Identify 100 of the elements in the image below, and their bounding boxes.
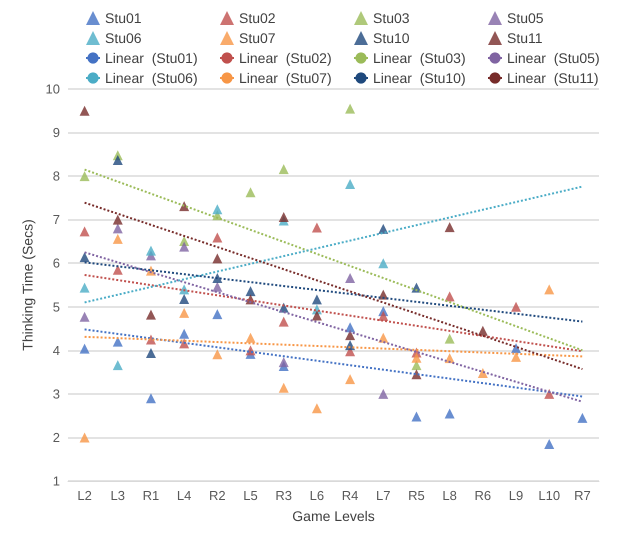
point xyxy=(146,348,156,358)
legend-label: Stu10 xyxy=(373,30,410,46)
point xyxy=(278,382,289,393)
y-tick-label: 7 xyxy=(52,212,60,228)
point xyxy=(246,187,256,198)
legend-label: Stu06 xyxy=(105,30,142,46)
point xyxy=(312,222,322,233)
point xyxy=(378,388,388,399)
point xyxy=(80,312,90,322)
y-tick-label: 4 xyxy=(52,342,60,358)
x-tick-label: R1 xyxy=(142,488,160,503)
point xyxy=(212,349,222,360)
point xyxy=(544,388,554,399)
point xyxy=(312,294,322,304)
point xyxy=(246,332,256,343)
point xyxy=(312,310,322,320)
point xyxy=(444,408,455,418)
point xyxy=(212,309,222,320)
legend-label: Stu01 xyxy=(105,10,142,26)
point xyxy=(544,438,554,449)
y-tick-label: 3 xyxy=(52,386,60,402)
legend-label: Stu03 xyxy=(373,10,410,26)
point xyxy=(212,232,222,243)
legend-label: Linear (Stu10) xyxy=(373,70,466,86)
point xyxy=(544,284,554,294)
point xyxy=(478,368,488,378)
point xyxy=(278,316,289,327)
point xyxy=(146,393,156,404)
point xyxy=(246,286,256,296)
legend-label: Linear (Stu07) xyxy=(239,70,332,86)
point xyxy=(444,291,455,302)
point xyxy=(179,284,190,294)
point xyxy=(345,273,356,284)
y-tick-label: 2 xyxy=(52,430,60,445)
point xyxy=(80,252,90,262)
x-tick-label: R7 xyxy=(574,488,591,503)
point xyxy=(80,344,90,354)
x-tick-label: L5 xyxy=(243,488,258,503)
point xyxy=(112,336,123,347)
point xyxy=(345,178,356,189)
point xyxy=(80,432,90,442)
x-tick-label: L7 xyxy=(376,488,391,503)
point xyxy=(80,226,90,236)
point xyxy=(212,204,222,214)
legend-label: Linear (Stu03) xyxy=(373,50,466,66)
y-tick-label: 6 xyxy=(52,256,60,271)
legend-label: Linear (Stu06) xyxy=(105,70,198,86)
point xyxy=(112,223,123,234)
point xyxy=(312,403,322,414)
point xyxy=(80,171,90,182)
x-tick-label: L8 xyxy=(442,488,457,503)
point xyxy=(112,360,123,370)
point xyxy=(411,352,422,363)
y-tick-label: 8 xyxy=(52,168,60,184)
point xyxy=(511,352,522,362)
x-tick-label: L10 xyxy=(538,488,560,503)
x-tick-label: R3 xyxy=(275,488,292,503)
legend-label: Linear (Stu01) xyxy=(105,50,198,66)
point xyxy=(577,412,588,423)
y-tick-label: 1 xyxy=(52,474,60,488)
point xyxy=(444,334,455,344)
y-tick-label: 5 xyxy=(52,299,60,314)
point xyxy=(345,104,356,114)
point xyxy=(179,308,190,318)
x-tick-label: L9 xyxy=(508,488,524,503)
legend-label: Stu07 xyxy=(239,30,276,46)
point xyxy=(112,154,123,165)
point xyxy=(212,282,222,292)
point xyxy=(112,264,123,275)
x-tick-label: R5 xyxy=(408,488,425,503)
point xyxy=(179,242,190,252)
point xyxy=(212,273,222,284)
x-axis-title: Game Levels xyxy=(292,508,375,524)
point xyxy=(146,310,156,320)
y-axis-title: Thinking Time (Secs) xyxy=(20,219,36,351)
x-tick-label: R6 xyxy=(474,488,492,503)
point xyxy=(278,164,289,174)
point xyxy=(112,234,123,244)
legend-label: Stu05 xyxy=(507,10,544,26)
point xyxy=(411,412,422,422)
point xyxy=(378,258,388,268)
point xyxy=(146,246,156,256)
legend-label: Stu02 xyxy=(239,10,276,26)
y-tick-label: 9 xyxy=(52,125,60,140)
x-tick-label: L2 xyxy=(77,488,92,503)
point xyxy=(278,357,289,368)
x-tick-label: R4 xyxy=(342,488,358,503)
legend-label: Linear (Stu11) xyxy=(507,70,599,86)
x-tick-label: L4 xyxy=(176,488,192,503)
point xyxy=(345,374,356,384)
legend-label: Linear (Stu02) xyxy=(239,50,332,66)
point xyxy=(80,282,90,293)
point xyxy=(278,212,289,222)
x-tick-label: L3 xyxy=(110,488,126,503)
point xyxy=(444,222,455,232)
x-tick-label: L6 xyxy=(310,488,324,503)
x-tick-label: R2 xyxy=(209,488,226,503)
point xyxy=(212,253,222,264)
point xyxy=(112,214,123,225)
legend-label: Linear (Stu05) xyxy=(507,50,600,66)
